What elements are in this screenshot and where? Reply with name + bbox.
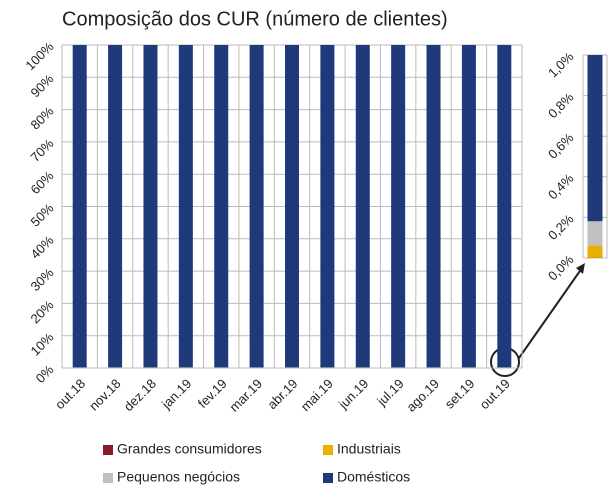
arrow-head	[576, 263, 585, 274]
y-tick-label: 0,4%	[545, 170, 577, 202]
bar-segment	[426, 44, 441, 368]
y-tick-label: 0,2%	[545, 211, 577, 243]
y-tick-label: 30%	[28, 265, 57, 294]
legend-label: Domésticos	[337, 469, 410, 485]
y-tick-label: 0,0%	[545, 252, 577, 284]
bar-segment	[320, 44, 335, 368]
y-tick-label: 1,0%	[545, 49, 577, 81]
x-tick-label: fev.19	[195, 376, 230, 411]
y-tick-label: 10%	[28, 329, 57, 358]
legend-swatch	[103, 473, 113, 483]
legend-label: Industriais	[337, 441, 401, 457]
x-tick-label: abr.19	[264, 376, 300, 412]
y-tick-label: 80%	[28, 103, 57, 132]
bar-segment	[391, 44, 406, 368]
bar-segment	[249, 44, 264, 368]
x-tick-label: jan.19	[158, 376, 194, 412]
chart-title: Composição dos CUR (número de clientes)	[62, 8, 448, 30]
x-tick-label: nov.18	[86, 376, 124, 414]
x-tick-label: jul.19	[373, 376, 406, 409]
bar-segment	[108, 44, 123, 368]
legend-label: Pequenos negócios	[117, 469, 240, 485]
x-tick-label: dez.18	[121, 376, 159, 414]
zoom-arrow	[518, 267, 583, 359]
bar-segment	[214, 44, 229, 368]
bar-segment	[587, 221, 603, 246]
bar-segment	[143, 44, 158, 368]
x-tick-label: mai.19	[298, 376, 336, 414]
legend-swatch	[323, 473, 333, 483]
legend-label: Grandes consumidores	[117, 441, 262, 457]
bar-segment	[72, 44, 87, 368]
bar-segment	[461, 44, 476, 368]
y-tick-label: 0,6%	[545, 130, 577, 162]
x-tick-label: jun.19	[335, 376, 371, 412]
y-tick-label: 100%	[22, 39, 56, 73]
x-tick-label: out.18	[52, 376, 88, 412]
legend-swatch	[323, 445, 333, 455]
y-tick-label: 60%	[28, 168, 57, 197]
bar-segment	[285, 44, 299, 368]
x-tick-label: mar.19	[226, 376, 265, 415]
bars	[72, 44, 512, 368]
bars	[587, 55, 603, 258]
y-tick-label: 50%	[28, 200, 57, 229]
y-tick-label: 0%	[33, 362, 57, 386]
x-tick-label: ago.19	[403, 376, 442, 415]
y-tick-label: 0,8%	[545, 89, 577, 121]
y-tick-label: 70%	[28, 136, 57, 165]
bar-segment	[178, 44, 193, 368]
bar-segment	[497, 44, 512, 368]
bar-segment	[587, 55, 603, 222]
y-tick-label: 90%	[28, 71, 57, 100]
x-tick-label: out.19	[477, 376, 513, 412]
legend-swatch	[103, 445, 113, 455]
bar-segment	[355, 44, 370, 368]
y-tick-label: 40%	[28, 232, 57, 261]
x-tick-label: set.19	[442, 376, 478, 412]
y-tick-label: 20%	[28, 297, 57, 326]
bar-segment	[587, 245, 603, 258]
